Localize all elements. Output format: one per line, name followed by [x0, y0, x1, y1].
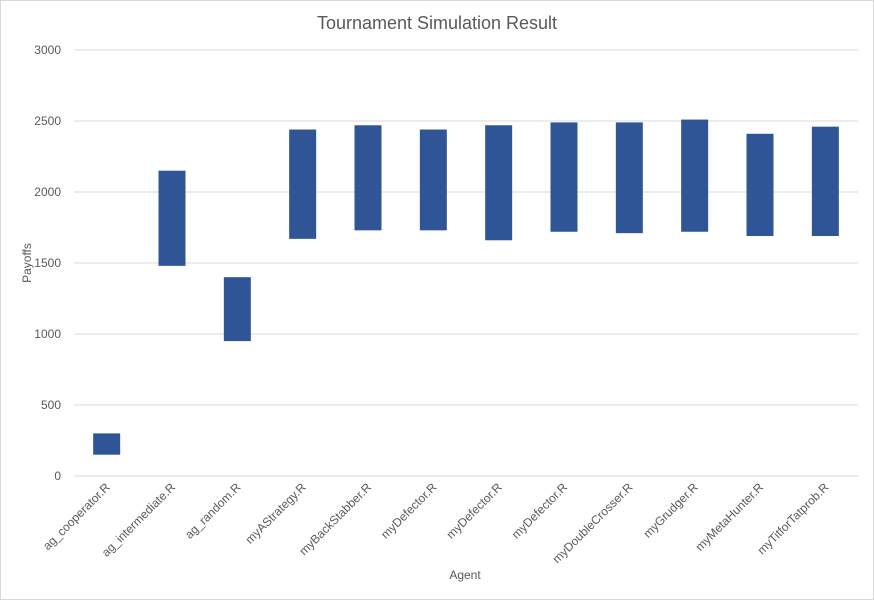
x-axis-title: Agent: [449, 568, 481, 582]
bar: [811, 126, 839, 237]
y-tick-label: 0: [54, 469, 61, 483]
x-tick-label: myMetaHunter.R: [693, 480, 767, 554]
bar: [615, 122, 643, 234]
bars: [93, 119, 839, 455]
x-tick-label: myGrudger.R: [640, 480, 701, 541]
bar: [354, 125, 382, 231]
y-axis-ticks: 0 500 1000 1500 2000 2500 3000: [34, 43, 61, 483]
x-tick-label: myBackStabber.R: [296, 480, 374, 558]
y-tick-label: 500: [41, 398, 61, 412]
bar: [681, 119, 709, 232]
x-tick-label: myDefector.R: [378, 480, 440, 542]
chart-title: Tournament Simulation Result: [317, 13, 557, 33]
bar: [223, 277, 251, 342]
y-tick-label: 3000: [34, 43, 61, 57]
x-tick-label: myTitforTatprob.R: [754, 480, 831, 557]
bar: [550, 122, 578, 232]
x-tick-label: myDefector.R: [509, 480, 571, 542]
y-tick-label: 2500: [34, 114, 61, 128]
bar: [419, 129, 447, 231]
bar: [158, 170, 186, 266]
gridlines: [74, 49, 858, 477]
bar: [93, 433, 121, 455]
x-tick-label: myAStrategy.R: [242, 480, 309, 547]
x-tick-label: myDefector.R: [443, 480, 505, 542]
x-tick-label: ag_cooperator.R: [40, 480, 113, 553]
y-axis-title: Payoffs: [20, 243, 34, 283]
bar: [289, 129, 317, 239]
y-tick-label: 2000: [34, 185, 61, 199]
bar: [746, 133, 774, 237]
y-tick-label: 1500: [34, 256, 61, 270]
x-tick-label: ag_random.R: [182, 480, 244, 542]
y-tick-label: 1000: [34, 327, 61, 341]
x-axis-ticks: ag_cooperator.Rag_intermediate.R ag_rando…: [40, 480, 832, 566]
bar: [485, 125, 513, 241]
